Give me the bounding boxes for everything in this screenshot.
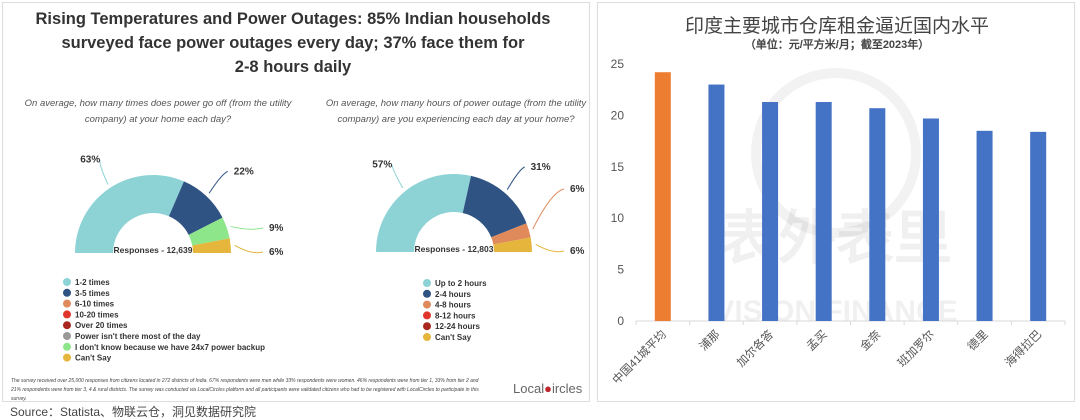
donut-slice: [192, 238, 231, 253]
y-tick-label: 25: [611, 57, 625, 71]
donut-slice: [188, 217, 230, 246]
legend-marker: [423, 311, 431, 320]
y-tick-label: 20: [611, 108, 625, 122]
legend-marker: [63, 332, 71, 340]
question-2: On average, how many hours of power outa…: [321, 96, 591, 128]
donut-slice: [75, 175, 184, 253]
title-line: Rising Temperatures and Power Outages: 8…: [35, 10, 551, 28]
legend-marker: [423, 289, 431, 298]
leader-line: [208, 170, 229, 194]
y-tick-label: 5: [617, 263, 624, 277]
slice-label: 22%: [234, 166, 254, 177]
bar: [869, 108, 886, 321]
donut-slice: [376, 174, 472, 252]
question-line: company) at your home each day?: [84, 114, 232, 125]
slice-label: 63%: [80, 155, 100, 166]
y-tick-label: 0: [617, 314, 624, 328]
survey-footnote: The survey received over 25,000 response…: [11, 378, 479, 402]
slice-label: 57%: [372, 160, 392, 171]
title-line: 2-8 hours daily: [234, 58, 352, 76]
slice-label: 6%: [269, 247, 284, 258]
bar: [815, 102, 832, 321]
leader-line: [391, 164, 404, 189]
donut-charts: 63% 22% 9% 6% Responses - 12,639 1-2 times 3-5…: [63, 155, 585, 363]
survey-infographic-panel: Rising Temperatures and Power Outages: 8…: [2, 2, 590, 402]
legend-label: 12-24 hours: [435, 322, 480, 331]
question-1: On average, how many times does power go…: [23, 96, 293, 128]
chart-title: 印度主要城市仓库租金逼近国内水平: [684, 16, 989, 37]
leader-line: [532, 188, 565, 230]
legend-label: 4-8 hours: [435, 301, 472, 310]
legend-label: 2-4 hours: [435, 290, 472, 299]
x-tick-label: 海得拉巴: [1002, 327, 1044, 369]
legend-marker: [423, 300, 431, 309]
donut-slice: [491, 223, 531, 245]
x-tick-label: 金奈: [857, 327, 884, 354]
slice-label: 6%: [570, 184, 585, 195]
question-line: company) are you experiencing each day a…: [337, 114, 575, 125]
legend-label: Can't Say: [75, 354, 112, 363]
slice-label: 9%: [269, 223, 284, 234]
infographic-title: Rising Temperatures and Power Outages: 8…: [3, 7, 583, 79]
question-line: On average, how many hours of power outa…: [325, 98, 587, 109]
responses-label: Responses - 12,803: [415, 244, 494, 254]
legend-marker: [63, 299, 71, 308]
slice-label: 6%: [570, 246, 585, 257]
watermark-text: VISION FINANCE: [714, 295, 957, 328]
x-tick-label: 中国41城平均: [610, 328, 669, 387]
legend-label: 6-10 times: [75, 300, 115, 309]
y-tick-label: 10: [611, 211, 625, 225]
bar: [1030, 131, 1047, 321]
leader-line: [99, 159, 109, 185]
leader-line: [535, 243, 565, 253]
x-tick-label: 加尔各答: [734, 327, 777, 370]
title-line: surveyed face power outages every day; 3…: [61, 34, 525, 52]
x-tick-label: 孟买: [804, 328, 829, 353]
chart-subtitle: （单位：元/平方米/月；截至2023年）: [744, 39, 930, 51]
legend-marker: [63, 288, 71, 297]
legend-marker: [423, 322, 431, 331]
legend-label: 8-12 hours: [435, 311, 476, 320]
donut-slice: [462, 175, 527, 238]
source-note: Source：Statista、物联云仓，洞见数据研究院: [10, 405, 257, 419]
legend-label: Up to 2 hours: [435, 279, 487, 288]
x-tick-label: 浦那: [697, 328, 722, 353]
donut-slice: [168, 181, 223, 235]
localcircles-logo: Local●ircles: [513, 381, 583, 396]
x-tick-label: 德里: [965, 327, 991, 353]
bar: [922, 118, 939, 321]
legend-marker: [63, 342, 71, 351]
leader-line: [506, 166, 525, 190]
legend-label: I don't know because we have 24x7 power …: [75, 343, 265, 352]
legend-marker: [63, 353, 71, 362]
watermark-logo-icon: [751, 68, 921, 238]
legend-label: Power isn't there most of the day: [75, 332, 201, 341]
legend-label: Over 20 times: [75, 321, 128, 330]
legend-label: 10-20 times: [75, 310, 119, 319]
y-tick-label: 15: [611, 160, 625, 174]
legend-marker: [423, 333, 431, 341]
legend-label: 3-5 times: [75, 289, 110, 298]
rent-bar-chart-panel: 印度主要城市仓库租金逼近国内水平 （单位：元/平方米/月；截至2023年） 表外…: [597, 2, 1075, 402]
x-tick-label: 班加罗尔: [895, 327, 937, 369]
legend-marker: [63, 278, 71, 286]
legend-marker: [63, 310, 71, 319]
legend-marker: [423, 279, 431, 287]
bar: [976, 130, 993, 321]
bar: [708, 84, 725, 321]
bar: [654, 72, 671, 321]
bar-chart: 表外表里 VISION FINANCE 0 5 10 15 20 25 中国41城平均 浦那 加尔各…: [610, 57, 1066, 387]
leader-line: [230, 225, 264, 230]
legend-label: 1-2 times: [75, 278, 110, 287]
responses-label: Responses - 12,639: [114, 245, 193, 255]
donut-slice: [493, 237, 533, 252]
legend-label: Can't Say: [435, 333, 472, 342]
slice-label: 31%: [531, 162, 551, 173]
leader-line: [234, 244, 264, 254]
watermark-text: 表外表里: [720, 206, 952, 271]
legend-marker: [63, 321, 71, 330]
bar: [762, 102, 779, 321]
question-line: On average, how many times does power go…: [24, 98, 292, 109]
